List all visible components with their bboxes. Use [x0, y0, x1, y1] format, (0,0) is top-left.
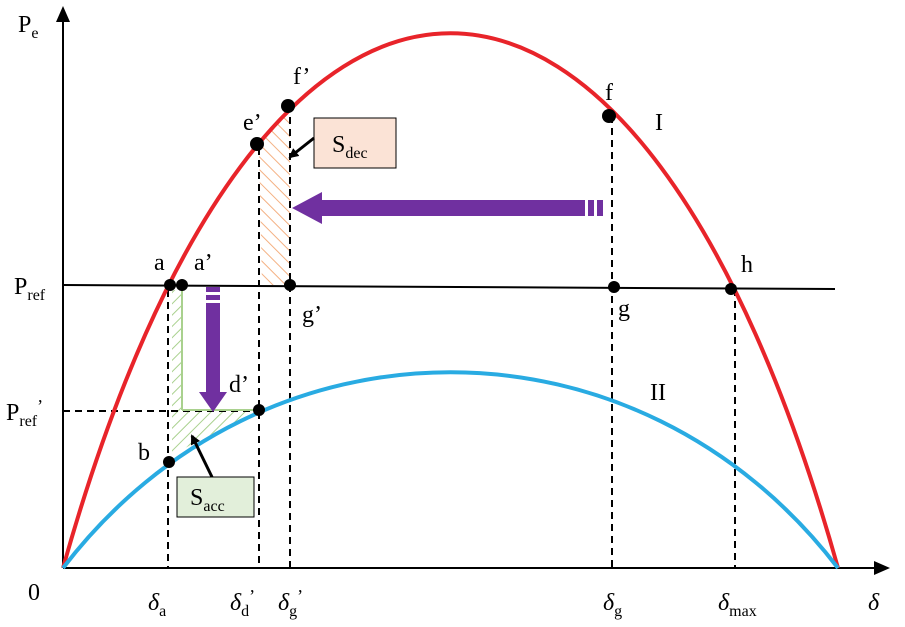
- label-sub: max: [729, 603, 757, 620]
- curve-I: [61, 31, 840, 569]
- label-sub: ref: [19, 413, 37, 430]
- point-label: a’: [194, 250, 213, 276]
- label-sub: a: [159, 603, 166, 620]
- sdec-pointer: [288, 136, 315, 159]
- accel-area: [172, 290, 258, 455]
- sacc-pointer: [190, 434, 214, 478]
- y-axis-label: Pe: [18, 12, 38, 42]
- label-base: δ: [148, 590, 160, 616]
- point-label: g: [618, 296, 630, 322]
- point-label: a: [154, 250, 165, 276]
- curve-label: I: [655, 110, 663, 136]
- label-sub: ref: [27, 287, 45, 304]
- label-sub: dec: [345, 145, 367, 162]
- point-label: f: [605, 80, 613, 106]
- label-base: δ: [868, 590, 880, 616]
- label-base: δ: [603, 590, 615, 616]
- x-arrow: [874, 561, 890, 575]
- sdec-box: [313, 117, 397, 169]
- x-axis-label: δ: [868, 590, 880, 616]
- decel-area: [259, 105, 290, 285]
- points: [163, 99, 737, 468]
- label-sub: g: [289, 603, 297, 620]
- sacc-box: [176, 476, 255, 518]
- label-base: P: [14, 274, 27, 300]
- guides: [63, 105, 736, 568]
- area-label: Sdec: [332, 132, 368, 162]
- x-mark-label: δmax: [718, 590, 757, 620]
- x-mark-label: δg: [603, 590, 622, 620]
- x-mark-label: δg’: [278, 586, 303, 620]
- curve-II: [61, 370, 840, 570]
- label-prime: ’: [37, 396, 43, 416]
- curve-label: II: [650, 380, 666, 406]
- label-base: δ: [230, 590, 242, 616]
- pref-line: [62, 284, 836, 290]
- point-label: f’: [293, 64, 310, 90]
- point-label: e’: [243, 110, 262, 136]
- label-prime: ’: [297, 586, 303, 606]
- label-prime: ’: [249, 586, 255, 606]
- point-label: h: [741, 252, 753, 278]
- point-label: b: [138, 440, 150, 466]
- label-base: P: [18, 12, 31, 38]
- label-sub: acc: [203, 498, 224, 515]
- transition-arrows: [199, 192, 603, 412]
- origin-label: 0: [28, 580, 40, 606]
- area-label: Sacc: [190, 485, 225, 515]
- x-mark-label: δd’: [230, 586, 255, 620]
- pref-label: Pref: [14, 274, 46, 304]
- point-label: d’: [229, 372, 249, 398]
- pref-prime-label: Pref’: [6, 396, 43, 430]
- label-base: P: [6, 400, 19, 426]
- y-arrow: [56, 6, 70, 22]
- label-sub: g: [614, 603, 622, 620]
- label-base: δ: [718, 590, 730, 616]
- label-sub: e: [31, 25, 38, 42]
- label-base: δ: [278, 590, 290, 616]
- label-base: S: [190, 485, 203, 511]
- label-base: S: [332, 132, 345, 158]
- label-sub: d: [241, 603, 249, 620]
- x-mark-label: δa: [148, 590, 166, 620]
- label-base: 0: [28, 580, 40, 606]
- point-label: g’: [302, 302, 322, 328]
